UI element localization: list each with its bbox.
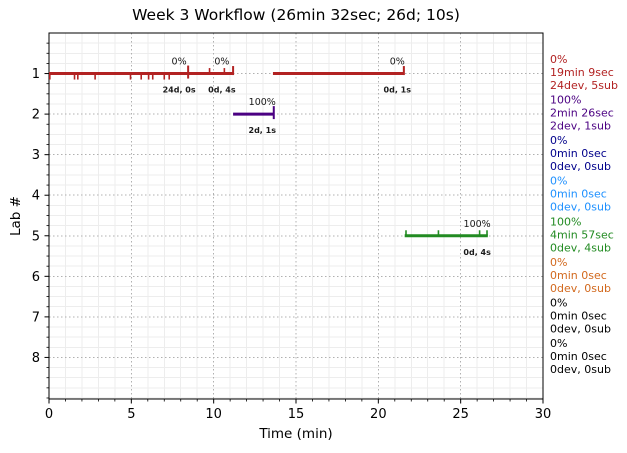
annotation-percent: 0% [172,57,187,68]
legend-lab-4-counts: 0dev, 0sub [550,201,611,214]
legend-lab-6-time: 0min 0sec [550,269,607,282]
annotation-detail: 0d, 1s [384,86,412,95]
y-axis-label: Lab # [8,196,24,236]
x-tick-label: 30 [535,407,552,422]
annotation-percent: 100% [249,97,276,108]
legend-lab-3-time: 0min 0sec [550,147,607,160]
chart-title: Week 3 Workflow (26min 32sec; 26d; 10s) [132,6,460,24]
legend-lab-5-counts: 0dev, 4sub [550,241,611,254]
annotation-detail: 24d, 0s [163,86,196,95]
legend-lab-1-counts: 24dev, 5sub [550,79,618,92]
legend-lab-8-time: 0min 0sec [550,350,607,363]
annotation-detail: 0d, 4s [208,86,236,95]
annotation-detail: 0d, 4s [463,248,491,257]
plot-border [48,32,544,400]
x-axis-label: Time (min) [259,426,333,442]
legend-lab-8-counts: 0dev, 0sub [550,363,611,376]
legend-lab-6-percent: 0% [550,256,567,269]
annotation-percent: 0% [390,57,405,68]
annotation-detail: 2d, 1s [249,126,277,135]
legend-lab-4-percent: 0% [550,175,567,188]
legend-lab-3-percent: 0% [550,134,567,147]
legend-lab-8-percent: 0% [550,337,567,350]
y-tick-label: 5 [32,229,40,244]
legend-lab-4-time: 0min 0sec [550,188,607,201]
legend-lab-2-percent: 100% [550,94,581,107]
x-tick-label: 25 [452,407,469,422]
x-tick-label: 0 [45,407,53,422]
x-tick-label: 10 [205,407,222,422]
y-tick-label: 4 [32,189,40,204]
x-tick-label: 20 [370,407,387,422]
legend-lab-7-percent: 0% [550,296,567,309]
y-tick-label: 1 [32,67,40,82]
legend-lab-7-counts: 0dev, 0sub [550,322,611,335]
y-tick-label: 6 [32,270,40,285]
y-tick-label: 2 [32,108,40,123]
legend-lab-7-time: 0min 0sec [550,309,607,322]
legend-lab-1-percent: 0% [550,53,567,66]
legend-lab-6-counts: 0dev, 0sub [550,282,611,295]
legend-lab-2-time: 2min 26sec [550,107,614,120]
x-tick-label: 15 [288,407,305,422]
x-tick-label: 5 [127,407,135,422]
legend-lab-3-counts: 0dev, 0sub [550,160,611,173]
legend-lab-2-counts: 2dev, 1sub [550,120,611,133]
annotation-percent: 100% [464,219,491,230]
legend-lab-1-time: 19min 9sec [550,66,614,79]
y-tick-label: 8 [32,351,40,366]
annotation-percent: 0% [214,57,229,68]
y-tick-label: 7 [32,310,40,325]
y-tick-label: 3 [32,148,40,163]
legend-lab-5-time: 4min 57sec [550,228,614,241]
legend-lab-5-percent: 100% [550,215,581,228]
